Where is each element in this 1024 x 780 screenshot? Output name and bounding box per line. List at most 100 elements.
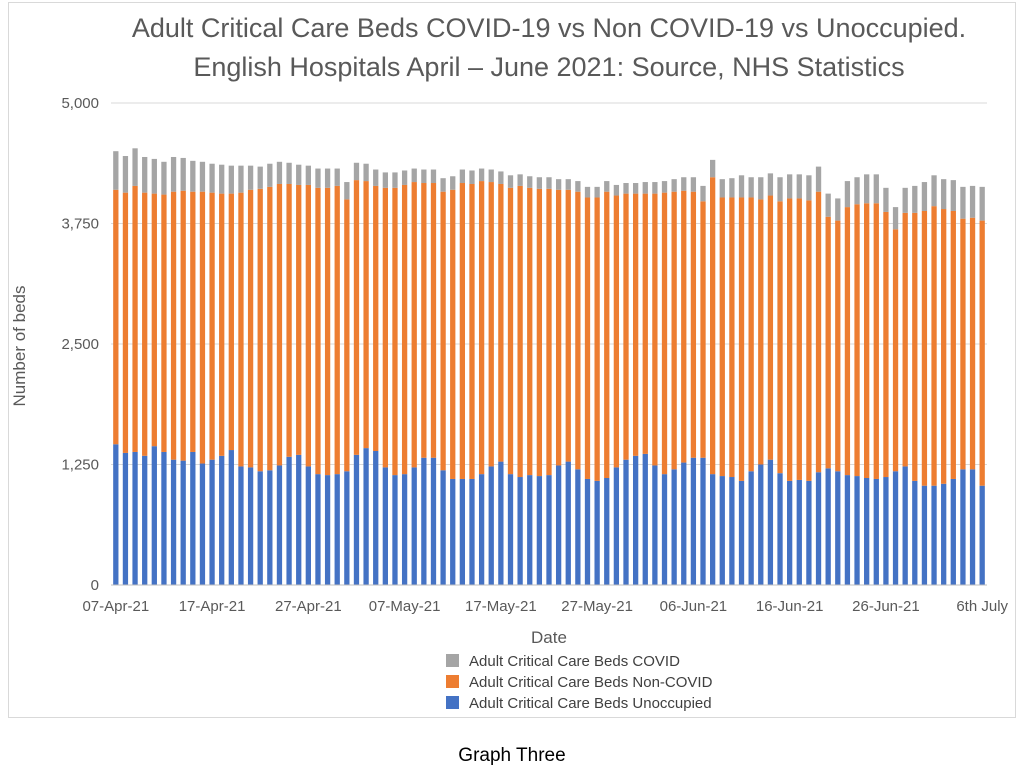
bar-segment (488, 169, 494, 183)
bar-segment (238, 466, 244, 585)
bar-segment (912, 480, 918, 585)
bar-segment (767, 173, 774, 196)
bar-segment (517, 174, 523, 186)
legend-swatch (446, 654, 459, 667)
bar-segment (604, 191, 610, 478)
bar-segment (902, 212, 908, 467)
bar-segment (748, 177, 754, 198)
bar-segment (373, 169, 379, 186)
bar-segment (969, 217, 976, 470)
bar-segment (854, 204, 860, 477)
bar-segment (931, 485, 937, 585)
x-tick-label: 07-Apr-21 (82, 598, 149, 615)
bar-segment (767, 195, 774, 460)
bar-segment (344, 182, 350, 200)
bar-segment (286, 162, 292, 184)
bar-segment (796, 198, 802, 480)
bar-segment (815, 191, 822, 473)
bar-segment (719, 179, 725, 198)
bar-segment (392, 172, 398, 188)
bar-segment (681, 462, 687, 585)
bar-segment (806, 175, 812, 201)
bar-segment (190, 451, 196, 585)
bar-segment (632, 183, 639, 194)
bar-segment (228, 450, 234, 585)
bar-segment (806, 480, 812, 585)
bar-segment (594, 480, 600, 585)
bar-segment (276, 465, 283, 585)
bar-segment (170, 459, 177, 585)
bar-segment (459, 169, 466, 184)
bar-segment (950, 180, 956, 211)
bar-segment (960, 186, 966, 219)
bar-segment (806, 200, 812, 481)
bar-segment (825, 216, 831, 469)
bar-segment (584, 186, 591, 198)
bar-segment (161, 161, 167, 195)
bar-segment (219, 193, 225, 456)
bar-segment (382, 187, 388, 468)
bar-segment (729, 197, 735, 478)
bar-segment (401, 474, 408, 585)
bar-segment (681, 190, 687, 463)
bar-segment (122, 452, 129, 585)
bar-segment (613, 195, 620, 468)
bar-segment (575, 469, 581, 585)
bar-segment (363, 163, 369, 182)
bar-segment (507, 474, 514, 585)
chart-frame: Adult Critical Care Beds COVID-19 vs Non… (8, 2, 1016, 718)
chart-subtitle: English Hospitals April – June 2021: Sou… (193, 52, 904, 82)
bar-segment (584, 197, 591, 479)
bar-segment (787, 174, 793, 199)
bar-segment (758, 177, 764, 200)
bar-segment (498, 461, 504, 585)
bar-segment (315, 474, 321, 585)
bar-segment (661, 192, 668, 475)
bar-segment (864, 478, 870, 585)
y-axis-title: Number of beds (10, 286, 29, 407)
bar-segment (469, 183, 475, 479)
y-tick-label: 1,250 (61, 457, 99, 474)
bar-segment (257, 471, 263, 585)
bar-segment (411, 182, 417, 468)
bar-segment (401, 184, 408, 475)
bar-segment (411, 168, 417, 183)
bar-segment (190, 160, 196, 192)
bar-segment (594, 186, 600, 198)
x-tick-label: 26-Jun-21 (852, 598, 920, 615)
bar-segment (700, 185, 706, 202)
bar-segment (151, 193, 157, 447)
bar-segment (219, 455, 225, 585)
bar-segment (729, 477, 735, 585)
bar-segment (661, 474, 668, 585)
bar-segment (584, 478, 591, 585)
bar-segment (835, 220, 841, 472)
bar-segment (748, 197, 754, 472)
stacked-bar-chart: Adult Critical Care Beds COVID-19 vs Non… (10, 13, 1009, 712)
bar-segment (623, 193, 629, 460)
bar-segment (421, 183, 427, 458)
bar-segment (565, 179, 571, 190)
bar-segment (296, 184, 302, 455)
bar-segment (632, 193, 639, 456)
bar-segment (132, 451, 138, 585)
bar-segment (681, 177, 687, 191)
bar-segment (450, 189, 456, 479)
y-tick-label: 2,500 (61, 336, 99, 353)
bar-segment (247, 467, 254, 585)
bar-segment (344, 471, 350, 585)
bar-segment (363, 448, 369, 585)
bar-segment (536, 177, 543, 189)
x-axis-title: Date (531, 628, 567, 647)
bar-segment (661, 181, 668, 193)
bar-segment (921, 210, 928, 486)
bar-segment (507, 175, 514, 188)
bar-segment (151, 158, 157, 194)
bar-segment (979, 186, 985, 221)
bar-segment (315, 168, 321, 188)
bar-segment (344, 199, 350, 472)
bar-segment (575, 181, 581, 192)
bar-segment (546, 188, 552, 476)
bar-segment (758, 464, 764, 585)
x-tick-label: 17-Apr-21 (179, 598, 246, 615)
